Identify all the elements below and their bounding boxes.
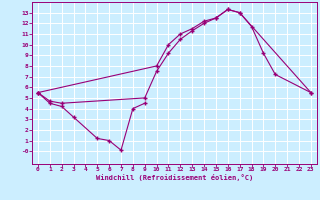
- X-axis label: Windchill (Refroidissement éolien,°C): Windchill (Refroidissement éolien,°C): [96, 174, 253, 181]
